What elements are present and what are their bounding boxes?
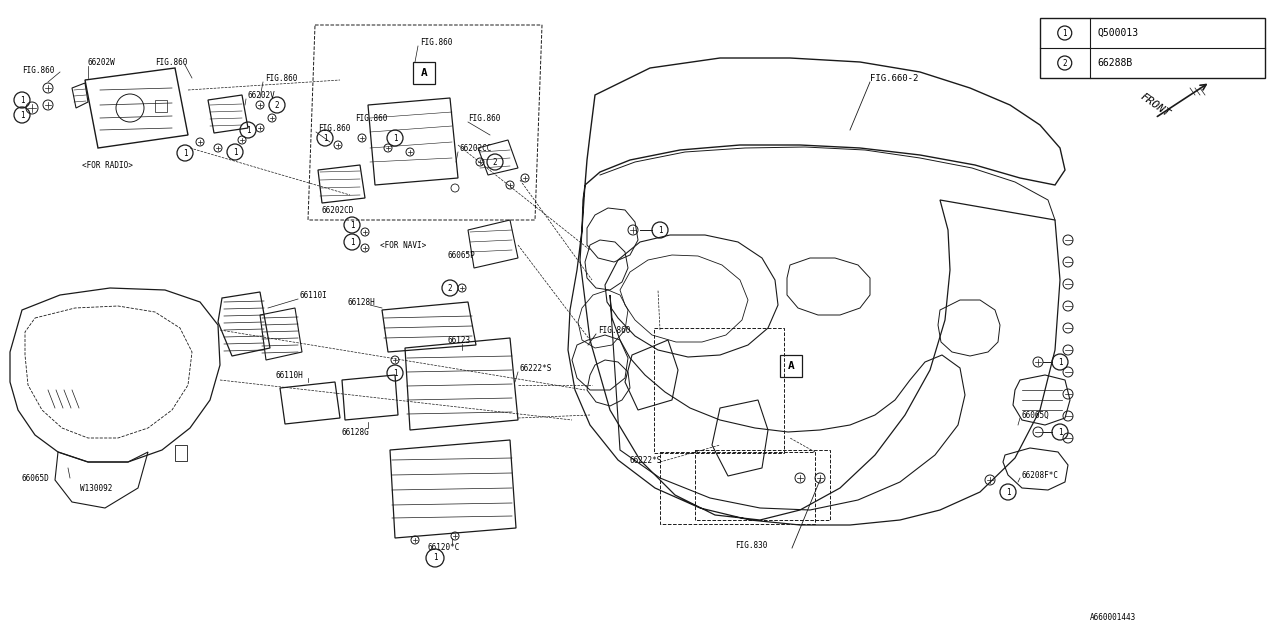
- Text: 1: 1: [349, 237, 355, 246]
- Text: A: A: [787, 361, 795, 371]
- Text: 1: 1: [349, 221, 355, 230]
- Text: 66202W: 66202W: [88, 58, 115, 67]
- Text: 1: 1: [19, 95, 24, 104]
- Text: 66123: 66123: [448, 335, 471, 344]
- Text: 1: 1: [323, 134, 328, 143]
- Text: FIG.860: FIG.860: [468, 113, 500, 122]
- Text: 1: 1: [658, 225, 662, 234]
- Text: 1: 1: [183, 148, 187, 157]
- Text: A660001443: A660001443: [1091, 614, 1137, 623]
- Text: FIG.860: FIG.860: [420, 38, 452, 47]
- Text: FIG.860: FIG.860: [355, 113, 388, 122]
- Bar: [695, 450, 829, 520]
- Bar: [654, 328, 783, 453]
- Text: 2: 2: [493, 157, 498, 166]
- Text: FIG.860: FIG.860: [317, 124, 351, 132]
- Text: FIG.660-2: FIG.660-2: [870, 74, 918, 83]
- Text: W130092: W130092: [79, 483, 113, 493]
- Bar: [1039, 18, 1265, 78]
- Text: 66065D: 66065D: [22, 474, 50, 483]
- Text: 66128H: 66128H: [348, 298, 376, 307]
- Text: 66110H: 66110H: [275, 371, 303, 380]
- Text: 66202V: 66202V: [248, 90, 275, 99]
- Text: 1: 1: [393, 369, 397, 378]
- Text: 1: 1: [393, 134, 397, 143]
- Text: 1: 1: [233, 147, 237, 157]
- Text: 1: 1: [246, 125, 251, 134]
- Text: 66208F*C: 66208F*C: [1021, 470, 1059, 479]
- Text: 1: 1: [1057, 358, 1062, 367]
- Text: A: A: [421, 68, 428, 78]
- Text: 2: 2: [448, 284, 452, 292]
- Text: FIG.860: FIG.860: [22, 65, 54, 74]
- Text: 1: 1: [1062, 29, 1068, 38]
- Text: FRONT: FRONT: [1138, 92, 1171, 119]
- Text: 1: 1: [19, 111, 24, 120]
- Text: 66222*S: 66222*S: [630, 456, 662, 465]
- Text: 66222*S: 66222*S: [520, 364, 553, 372]
- Text: FIG.860: FIG.860: [155, 58, 187, 67]
- Text: 66065P: 66065P: [448, 250, 476, 259]
- Text: 1: 1: [1006, 488, 1010, 497]
- Text: 2: 2: [1062, 58, 1068, 67]
- Bar: [413, 62, 435, 84]
- Text: FIG.830: FIG.830: [735, 541, 768, 550]
- Text: FIG.860: FIG.860: [598, 326, 630, 335]
- Text: 66120*C: 66120*C: [428, 543, 461, 552]
- Text: 66110I: 66110I: [300, 291, 328, 300]
- Text: 66288B: 66288B: [1097, 58, 1133, 68]
- Text: <FOR RADIO>: <FOR RADIO>: [82, 161, 133, 170]
- Text: FIG.860: FIG.860: [265, 74, 297, 83]
- Text: 1: 1: [1057, 428, 1062, 436]
- Bar: [175, 445, 187, 461]
- Text: 2: 2: [275, 100, 279, 109]
- Text: 66202CD: 66202CD: [323, 205, 355, 214]
- Text: Q500013: Q500013: [1097, 28, 1139, 38]
- Text: 1: 1: [433, 554, 438, 563]
- Text: <FOR NAVI>: <FOR NAVI>: [380, 241, 426, 250]
- Text: 66202CC: 66202CC: [460, 143, 493, 152]
- Bar: [660, 452, 815, 524]
- Text: 66065Q: 66065Q: [1021, 410, 1050, 419]
- Bar: [780, 355, 803, 377]
- Text: 66128G: 66128G: [342, 428, 370, 436]
- Bar: [155, 100, 166, 112]
